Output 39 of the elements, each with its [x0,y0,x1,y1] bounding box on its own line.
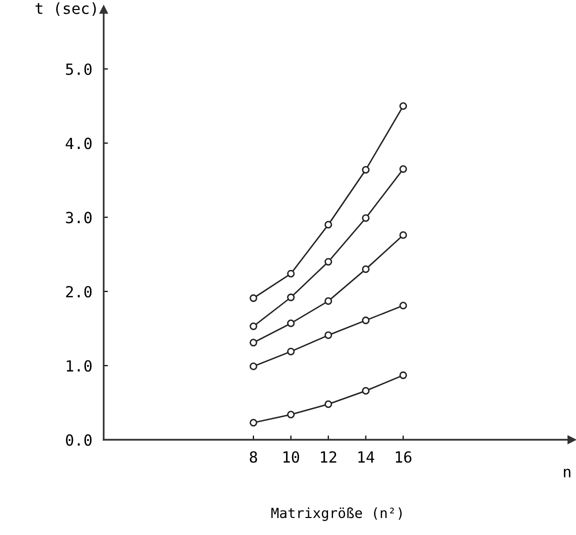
point [324,331,332,340]
y-tick-label: 1.0 [66,360,92,372]
point [324,220,332,229]
x-axis-title: Matrixgröße (n²) [271,507,402,521]
point [324,297,332,305]
point [362,265,370,274]
point [362,214,370,222]
x-tick-label: 8 [250,451,258,463]
point [250,338,258,346]
point [324,258,332,266]
text: n [564,468,570,478]
point [362,166,370,174]
point [250,294,258,302]
point [287,348,295,356]
point [324,400,332,408]
point [287,294,295,302]
x-tick-label: 10 [284,451,300,463]
point [250,418,258,427]
y-tick-label: 4.0 [66,138,92,150]
x-tick-label: 12 [320,451,336,463]
y-tick-label: 2.0 [66,286,92,298]
y-axis-title: t (sec) [36,2,96,16]
point [399,302,408,310]
point [250,322,258,330]
y-tick-label: 3.0 [66,212,92,224]
point [287,410,295,418]
point [287,320,295,328]
x-tick-label: 16 [396,451,412,463]
point [362,316,370,324]
point [250,362,258,370]
point [399,165,408,173]
y-tick-label: 0.0 [66,434,92,446]
point [399,231,408,239]
point [399,102,408,110]
y-tick-label: 5.0 [66,63,92,76]
x-tick-label: 14 [358,451,374,463]
point [287,270,295,278]
point [362,387,370,395]
point [399,371,408,380]
